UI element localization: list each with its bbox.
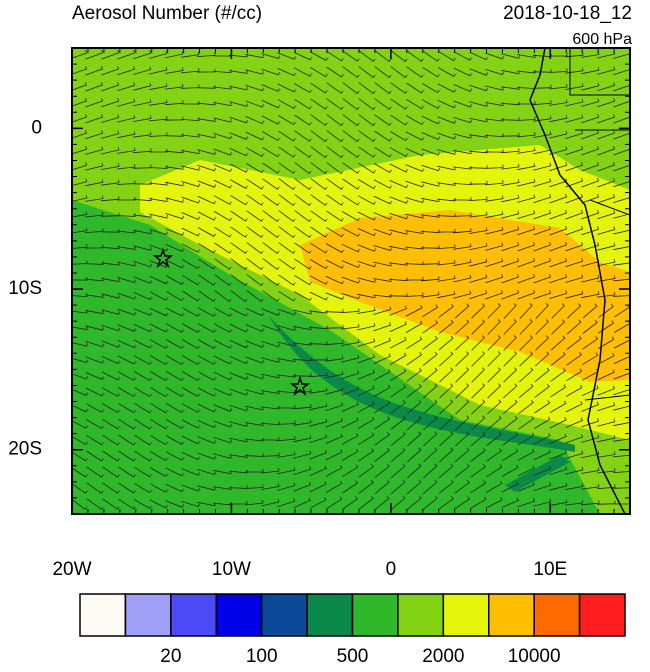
level: 600 hPa <box>572 31 632 48</box>
x-tick-label: 10W <box>212 559 251 580</box>
borders <box>569 48 630 401</box>
colorbar-box <box>170 593 217 637</box>
ticks: 20W 10W 0 10E 0 10S 20S <box>8 47 631 580</box>
coastline <box>529 48 626 514</box>
wind-barbs <box>72 49 630 511</box>
field-dark-streak <box>268 315 575 452</box>
colorbar-label: 500 <box>337 646 369 667</box>
map-field <box>72 48 630 514</box>
colorbar-box <box>533 593 581 637</box>
site-star <box>152 247 174 269</box>
y-tick-label: 10S <box>8 278 42 299</box>
colorbar-box <box>215 593 263 637</box>
colorbar-box <box>397 593 445 637</box>
colorbar-label: 100 <box>246 646 278 667</box>
x-tick-label: 20W <box>52 559 91 580</box>
colorbar-box <box>442 593 490 637</box>
x-tick-label: 10E <box>533 559 567 580</box>
colorbar-label: 20 <box>160 646 181 667</box>
y-tick-label: 20S <box>8 439 42 460</box>
colorbar-box <box>351 593 399 637</box>
colorbar-box <box>306 593 354 637</box>
x-tick-label: 0 <box>386 559 397 580</box>
colorbar-label: 2000 <box>422 646 464 667</box>
colorbar-label: 10000 <box>508 646 561 667</box>
colorbar-box <box>260 593 308 637</box>
title: Aerosol Number (#/cc) <box>72 3 262 24</box>
colorbar-box <box>578 593 626 637</box>
colorbar: 20 100 500 2000 10000 <box>79 593 626 667</box>
y-tick-label: 0 <box>31 117 42 138</box>
map-frame <box>71 47 631 515</box>
colorbar-box <box>124 593 172 637</box>
date: 2018-10-18_12 <box>503 3 632 24</box>
colorbar-box <box>79 593 127 637</box>
colorbar-box <box>488 593 535 637</box>
site-star <box>289 375 311 397</box>
